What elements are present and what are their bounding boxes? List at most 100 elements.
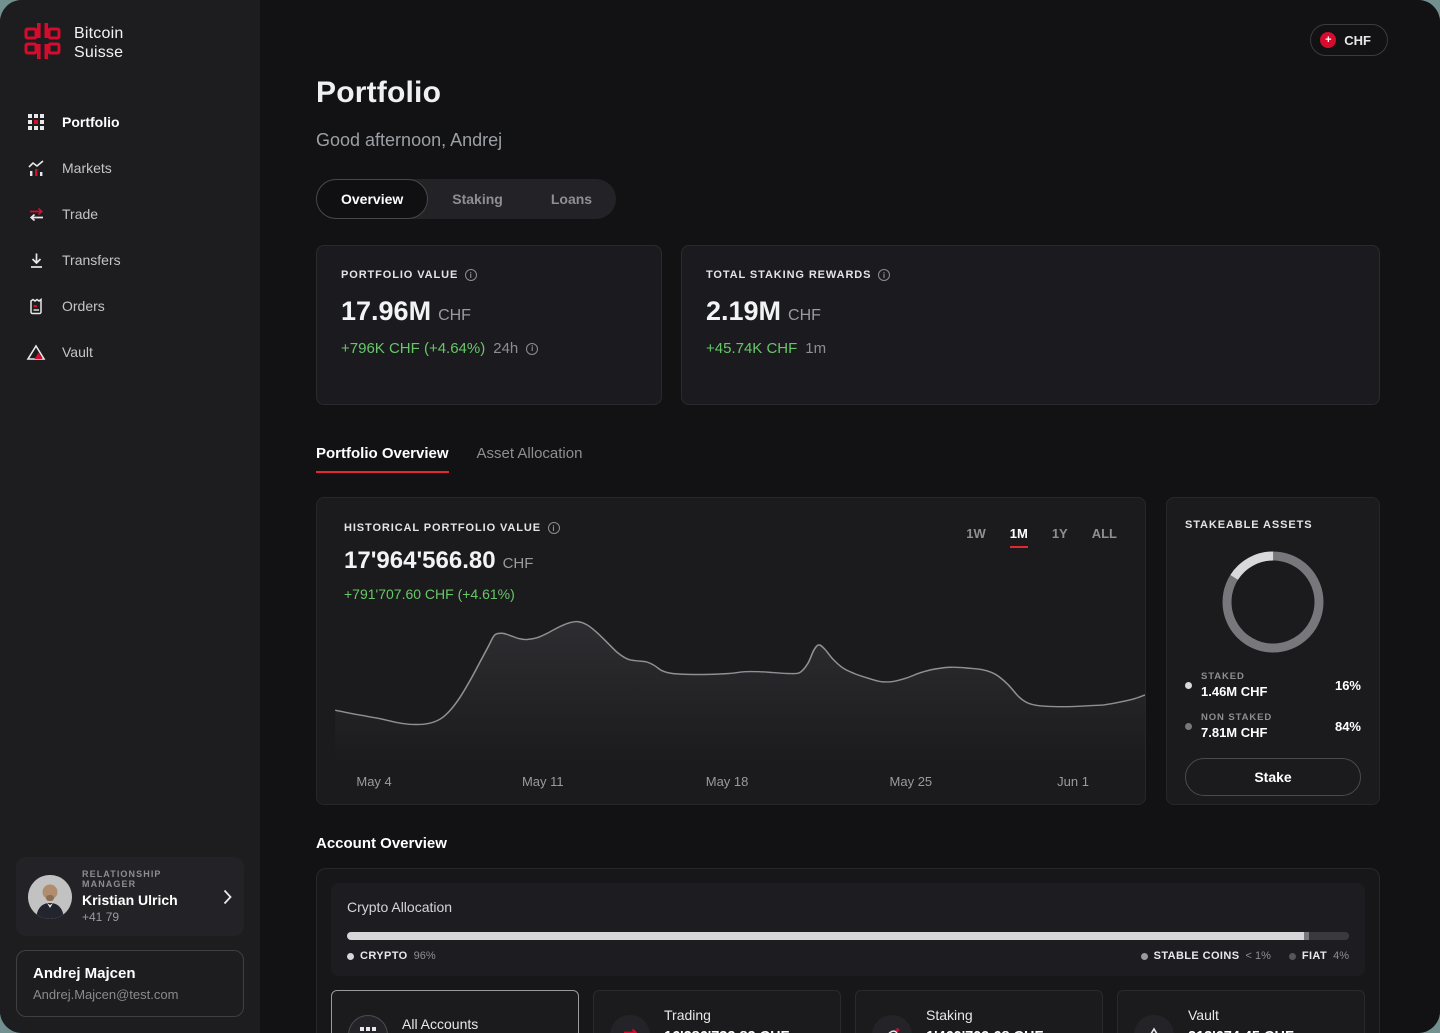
charts-row: HISTORICAL PORTFOLIO VALUE 17'964'566.80… <box>316 497 1380 806</box>
account-card-all-accounts[interactable]: All Accounts 17'964'566.80 CHF <box>331 990 579 1033</box>
sidebar-item-label: Vault <box>62 344 93 360</box>
allocation-bar-segment <box>347 932 1305 941</box>
sidebar-item-trade[interactable]: Trade <box>16 194 244 234</box>
portfolio-value-delta: +796K CHF (+4.64%) 24h <box>341 340 637 357</box>
relationship-manager-name: Kristian Ulrich <box>82 892 178 908</box>
grid-icon <box>348 1015 388 1033</box>
sidebar-item-label: Portfolio <box>62 114 120 130</box>
user-email: Andrej.Majcen@test.com <box>33 987 179 1002</box>
sidebar-item-label: Transfers <box>62 252 121 268</box>
info-icon[interactable] <box>526 342 539 355</box>
x-tick-label: Jun 1 <box>1057 774 1089 790</box>
account-card-vault[interactable]: Vault 213'674.45 CHF Account Allocation1… <box>1117 990 1365 1033</box>
chart-x-axis: May 4 May 11 May 18 May 25 Jun 1 <box>317 774 1145 790</box>
time-range-selector: 1W 1M 1Y ALL <box>966 526 1117 549</box>
main-tabs: Overview Staking Loans <box>316 179 617 220</box>
allocation-bar-segment <box>1309 932 1349 941</box>
sidebar-item-transfers[interactable]: Transfers <box>16 240 244 280</box>
chart-title: HISTORICAL PORTFOLIO VALUE <box>344 522 541 535</box>
portfolio-line-chart[interactable] <box>317 610 1145 763</box>
crypto-allocation-card: Crypto Allocation CRYPTO 96% STABLE COIN… <box>331 883 1365 977</box>
tab-overview[interactable]: Overview <box>316 179 429 220</box>
staked-dot-icon <box>1185 681 1192 689</box>
account-value: 213'674.45 CHF <box>1188 1029 1311 1033</box>
main-content: CHF Portfolio Good afternoon, Andrej Ove… <box>260 0 1440 1033</box>
account-name: All Accounts <box>402 1016 479 1033</box>
x-tick-label: May 11 <box>521 774 564 790</box>
portfolio-value-label: PORTFOLIO VALUE <box>341 269 459 282</box>
relationship-manager-card[interactable]: RELATIONSHIP MANAGER Kristian Ulrich +41… <box>16 857 244 936</box>
vault-triangle-icon <box>26 342 46 362</box>
staking-rewards-label: TOTAL STAKING REWARDS <box>706 269 872 282</box>
allocation-bar-segment <box>1304 932 1310 941</box>
range-1m[interactable]: 1M <box>1009 526 1028 549</box>
staking-rewards-delta: +45.74K CHF 1m <box>706 340 827 358</box>
vault-triangle-icon <box>1134 1015 1174 1033</box>
greeting-text: Good afternoon, Andrej <box>316 130 503 151</box>
allocation-legend: CRYPTO 96% STABLE COINS < 1% FIAT 4% <box>347 950 1349 962</box>
relationship-manager-avatar <box>28 874 72 919</box>
sidebar-item-markets[interactable]: Markets <box>16 148 244 188</box>
transfers-download-icon <box>26 250 46 270</box>
page-title: Portfolio <box>316 76 442 110</box>
tab-loans[interactable]: Loans <box>550 191 593 208</box>
sidebar-item-label: Markets <box>62 160 112 176</box>
orders-receipt-icon <box>26 296 46 316</box>
account-value: 1'460'709.68 CHF <box>926 1029 1049 1033</box>
relationship-manager-phone: +41 79 <box>82 910 120 924</box>
legend-crypto: CRYPTO 96% <box>347 950 436 962</box>
relationship-manager-info: RELATIONSHIP MANAGER Kristian Ulrich +41… <box>82 869 213 924</box>
account-overview-title: Account Overview <box>316 835 447 853</box>
tab-portfolio-overview[interactable]: Portfolio Overview <box>316 445 449 474</box>
fiat-dot-icon <box>1288 952 1296 960</box>
legend-staked: STAKED 1.46M CHF 16% <box>1185 671 1361 699</box>
relationship-manager-label: RELATIONSHIP MANAGER <box>82 869 162 889</box>
sidebar-item-vault[interactable]: Vault <box>16 332 244 372</box>
stake-button[interactable]: Stake <box>1185 758 1361 797</box>
crypto-dot-icon <box>347 952 354 960</box>
currency-label: CHF <box>1344 32 1371 48</box>
user-account-card[interactable]: Andrej Majcen Andrej.Majcen@test.com <box>16 950 244 1017</box>
account-value: 16'286'732.82 CHF <box>664 1029 794 1033</box>
info-icon[interactable] <box>465 269 478 282</box>
info-icon[interactable] <box>878 269 891 282</box>
sidebar-item-label: Orders <box>62 298 105 314</box>
account-overview-card: Crypto Allocation CRYPTO 96% STABLE COIN… <box>316 868 1380 1033</box>
range-all[interactable]: ALL <box>1091 526 1117 542</box>
account-name: Vault <box>1188 1006 1219 1023</box>
sidebar-item-orders[interactable]: Orders <box>16 286 244 326</box>
accounts-row: All Accounts 17'964'566.80 CHF Trading 1… <box>331 990 1365 1033</box>
sidebar-nav: Portfolio Markets <box>0 102 260 372</box>
stakeable-assets-title: STAKEABLE ASSETS <box>1185 519 1313 532</box>
brand-name: Bitcoin Suisse <box>74 25 124 61</box>
range-1w[interactable]: 1W <box>966 526 986 542</box>
x-tick-label: May 4 <box>356 774 392 790</box>
currency-selector-button[interactable]: CHF <box>1310 24 1388 56</box>
account-card-staking[interactable]: Staking 1'460'709.68 CHF Account Allocat… <box>855 990 1103 1033</box>
markets-chart-icon <box>26 158 46 178</box>
legend-non-staked: NON STAKED 7.81M CHF 84% <box>1185 712 1361 740</box>
grid-icon <box>26 112 46 132</box>
staking-rewards-value: 2.19M CHF <box>706 296 821 327</box>
chevron-right-icon <box>223 889 232 905</box>
portfolio-value: 17.96M CHF <box>341 296 471 327</box>
tab-asset-allocation[interactable]: Asset Allocation <box>476 445 583 463</box>
crypto-allocation-title: Crypto Allocation <box>347 899 453 916</box>
swiss-plus-icon <box>1320 32 1337 48</box>
non-staked-dot-icon <box>1185 722 1192 730</box>
staking-coins-icon <box>872 1015 912 1033</box>
sidebar-item-portfolio[interactable]: Portfolio <box>16 102 244 142</box>
tab-staking[interactable]: Staking <box>452 191 503 208</box>
sidebar-item-label: Trade <box>62 206 99 222</box>
chart-current-value: 17'964'566.80 CHF <box>344 547 534 575</box>
trade-swap-icon <box>26 204 46 224</box>
range-1y[interactable]: 1Y <box>1051 526 1068 542</box>
chart-delta: +791'707.60 CHF (+4.61%) <box>344 586 515 603</box>
account-card-trading[interactable]: Trading 16'286'732.82 CHF Account Alloca… <box>593 990 841 1033</box>
historical-portfolio-chart-card: HISTORICAL PORTFOLIO VALUE 17'964'566.80… <box>316 497 1146 806</box>
info-icon[interactable] <box>547 522 560 535</box>
brand-logo: Bitcoin Suisse <box>0 0 260 64</box>
